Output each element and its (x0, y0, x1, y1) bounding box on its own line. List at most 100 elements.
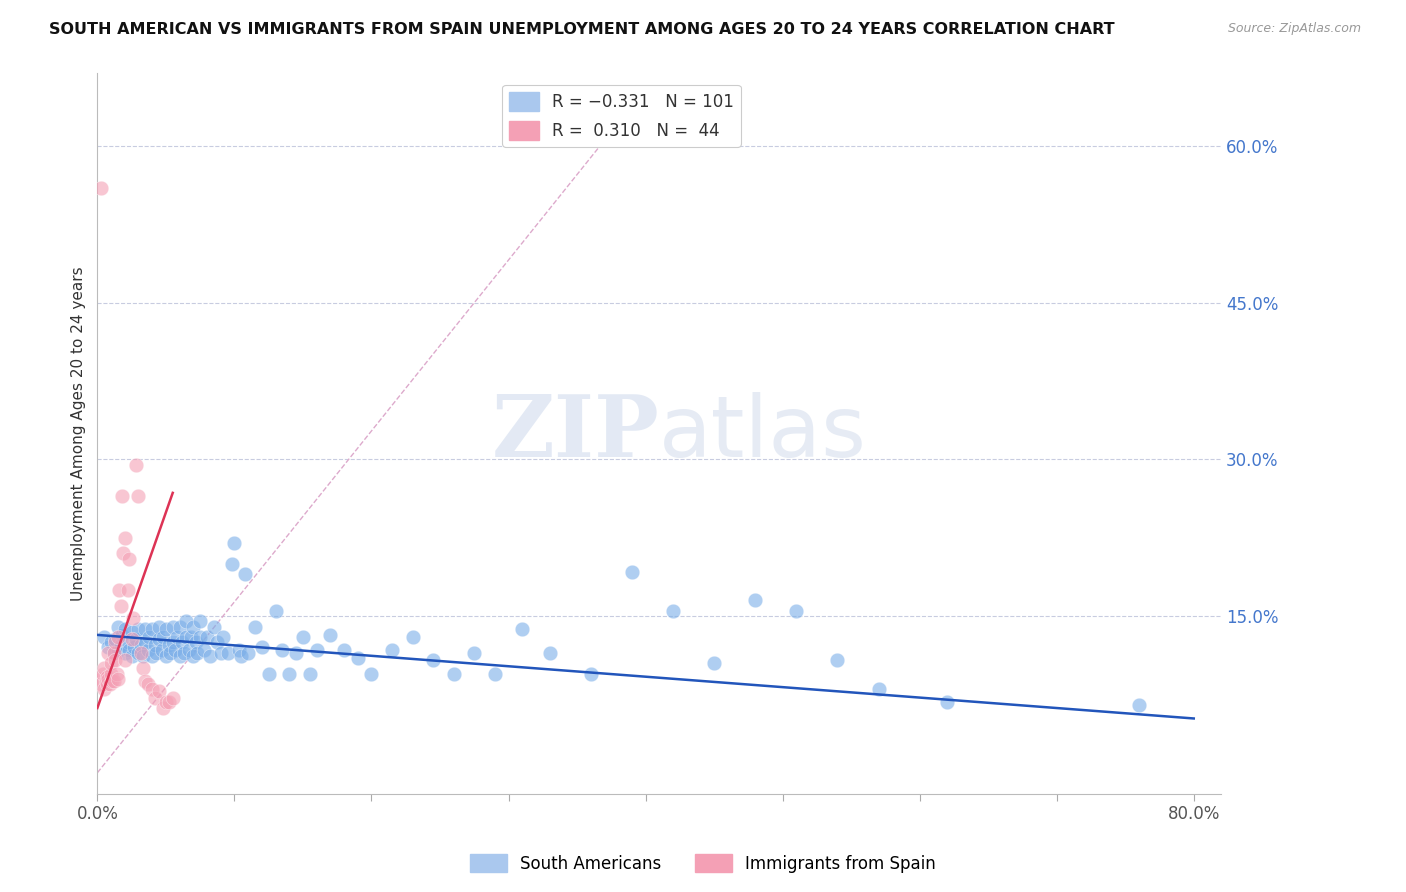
Point (114, 531, 136, 545)
Point (235, 567, 257, 582)
Point (169, 619, 191, 633)
Point (346, 651, 368, 665)
Point (181, 619, 204, 633)
Point (100, 635, 122, 649)
Point (333, 642, 356, 657)
Point (188, 630, 211, 644)
Point (131, 648, 153, 663)
Point (868, 682, 890, 697)
Point (134, 622, 156, 636)
Point (228, 642, 250, 657)
Point (90, 181, 112, 195)
Point (209, 646, 232, 660)
Point (93, 661, 115, 675)
Point (155, 695, 177, 709)
Point (93, 630, 115, 644)
Point (165, 642, 187, 657)
Point (381, 642, 404, 657)
Point (112, 546, 135, 560)
Point (257, 666, 280, 681)
Point (104, 635, 127, 649)
Point (360, 666, 382, 681)
Point (117, 582, 139, 597)
Point (221, 557, 243, 571)
Point (180, 630, 202, 644)
Point (703, 656, 725, 670)
Point (131, 661, 153, 675)
Point (148, 684, 170, 698)
Point (103, 646, 125, 660)
Point (145, 646, 167, 660)
Point (97, 640, 120, 655)
Point (121, 624, 143, 639)
Point (785, 604, 807, 618)
Point (579, 666, 602, 681)
Point (127, 646, 149, 660)
Point (205, 635, 228, 649)
Point (172, 635, 194, 649)
Point (157, 638, 180, 652)
Point (96, 670, 118, 684)
Point (193, 642, 215, 657)
Point (104, 632, 127, 646)
Point (157, 695, 180, 709)
Point (176, 630, 198, 644)
Point (162, 635, 184, 649)
Text: SOUTH AMERICAN VS IMMIGRANTS FROM SPAIN UNEMPLOYMENT AMONG AGES 20 TO 24 YEARS C: SOUTH AMERICAN VS IMMIGRANTS FROM SPAIN … (49, 22, 1115, 37)
Point (141, 682, 163, 697)
Point (97, 672, 120, 686)
Point (118, 642, 141, 657)
Point (136, 677, 159, 691)
Point (127, 489, 149, 503)
Point (143, 638, 166, 652)
Point (111, 489, 134, 503)
Point (744, 593, 766, 607)
Point (101, 673, 124, 688)
Point (125, 458, 148, 472)
Point (103, 673, 125, 688)
Point (110, 599, 132, 613)
Point (155, 622, 177, 636)
Point (97, 646, 120, 660)
Text: atlas: atlas (659, 392, 868, 475)
Point (155, 648, 177, 663)
Point (181, 648, 204, 663)
Point (298, 666, 321, 681)
Point (117, 635, 139, 649)
Point (104, 653, 127, 667)
Point (152, 701, 174, 715)
Point (250, 640, 273, 655)
Point (129, 646, 152, 660)
Point (186, 646, 208, 660)
Point (111, 628, 134, 642)
Point (114, 646, 136, 660)
Point (827, 653, 849, 667)
Point (108, 582, 131, 597)
Point (243, 619, 266, 633)
Point (538, 646, 561, 660)
Point (118, 551, 141, 566)
Point (89, 672, 111, 686)
Point (114, 622, 136, 636)
Point (231, 648, 253, 663)
Y-axis label: Unemployment Among Ages 20 to 24 years: Unemployment Among Ages 20 to 24 years (72, 266, 86, 600)
Point (166, 630, 188, 644)
Point (96, 677, 118, 691)
Point (224, 536, 246, 550)
Point (184, 635, 207, 649)
Point (136, 642, 159, 657)
Point (662, 604, 685, 618)
Point (463, 646, 485, 660)
Point (141, 648, 163, 663)
Point (93, 682, 115, 697)
Point (134, 635, 156, 649)
Point (264, 604, 287, 618)
Point (319, 628, 342, 642)
Point (124, 640, 146, 655)
Point (620, 566, 643, 580)
Point (150, 642, 173, 657)
Point (107, 672, 129, 686)
Point (100, 666, 122, 681)
Point (94, 673, 117, 688)
Point (291, 630, 314, 644)
